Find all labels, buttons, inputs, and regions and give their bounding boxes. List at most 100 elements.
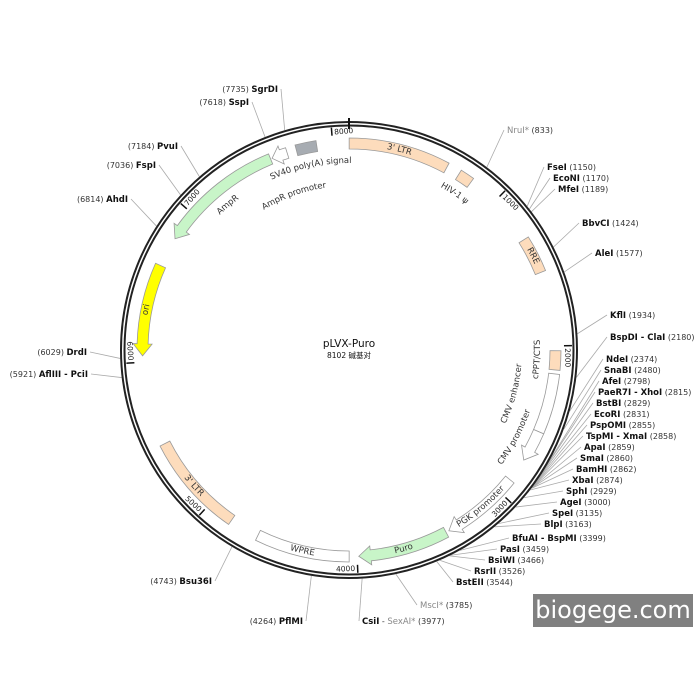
site-ndei[interactable]: NdeI (2374)	[606, 355, 657, 365]
site-smai[interactable]: SmaI (2860)	[580, 454, 633, 464]
site-position: (3399)	[577, 534, 606, 543]
site-leader-line	[90, 373, 122, 378]
feature-3-ltr[interactable]: 3' LTR	[143, 333, 339, 556]
feature-shape[interactable]	[294, 140, 319, 157]
site-name: BlpI	[544, 520, 563, 530]
site-rsrii[interactable]: RsrII (3526)	[474, 567, 525, 577]
site-name: PasI	[500, 545, 520, 555]
site-xbai[interactable]: XbaI (2874)	[572, 476, 623, 486]
site-name: AfeI	[602, 377, 621, 387]
site-bstbi[interactable]: BstBI (2829)	[596, 399, 650, 409]
feature-shape[interactable]	[521, 428, 545, 461]
feature-shape[interactable]	[132, 262, 167, 357]
site-econi[interactable]: EcoNI (1170)	[553, 174, 609, 184]
feature-shape[interactable]	[518, 236, 547, 276]
feature-shape[interactable]	[533, 372, 561, 435]
feature-shape[interactable]	[159, 440, 236, 526]
site-position: (2829)	[621, 399, 650, 408]
plasmid-name: pLVX-Puro	[323, 338, 375, 350]
site-pspomi[interactable]: PspOMI (2855)	[590, 421, 655, 431]
site-sphi[interactable]: SphI (2929)	[566, 487, 617, 497]
site-spei[interactable]: SpeI (3135)	[552, 509, 602, 519]
site-position: (2874)	[594, 476, 623, 485]
site-leader-line	[531, 457, 578, 489]
site-position: (4264)	[250, 617, 279, 626]
site-leader-line	[214, 546, 233, 582]
feature-cmv-promoter[interactable]: CMV promoter	[402, 291, 545, 531]
feature-shape[interactable]	[448, 475, 515, 534]
site-bamhi[interactable]: BamHI (2862)	[576, 465, 637, 475]
feature-shape[interactable]	[358, 526, 450, 566]
site-bsu36i[interactable]: (4743) Bsu36I	[150, 577, 212, 587]
site-ahdi[interactable]: (6814) AhdI	[77, 195, 128, 205]
site-leader-line	[530, 479, 570, 491]
tick-mark	[498, 190, 506, 198]
site-bfuai-bspmi[interactable]: BfuAI - BspMI (3399)	[512, 534, 606, 544]
site-msci[interactable]: MscI* (3785)	[420, 601, 472, 611]
site-leader-line	[130, 198, 157, 227]
feature-cppt-cts[interactable]: cPPT/CTS	[474, 221, 562, 492]
site-leader-line	[531, 188, 556, 212]
site-position: (2929)	[587, 487, 616, 496]
feature-shape[interactable]	[454, 169, 475, 188]
feature-cmv-enhancer[interactable]: CMV enhancer	[432, 262, 561, 499]
site-mfei[interactable]: MfeI (1189)	[558, 185, 608, 195]
site-bspdi-clai[interactable]: BspDI - ClaI (2180)	[610, 333, 695, 343]
site-position: (2480)	[632, 366, 661, 375]
feature-puro[interactable]: Puro	[244, 449, 530, 566]
site-fsei[interactable]: FseI (1150)	[547, 163, 596, 173]
site-bsiwi[interactable]: BsiWI (3466)	[488, 556, 544, 566]
site-position: (1577)	[613, 249, 642, 258]
feature-shape[interactable]	[254, 529, 350, 563]
site-drdi[interactable]: (6029) DrdI	[37, 348, 87, 358]
site-kfli[interactable]: KflI (1934)	[610, 311, 655, 321]
feature-ori[interactable]: ori	[132, 177, 237, 468]
plasmid-length: 8102 碱基对	[327, 350, 371, 360]
site-nrui[interactable]: NruI* (833)	[507, 126, 553, 136]
site-name: PaeR7I - XhoI	[598, 388, 662, 398]
feature-ampr[interactable]: AmpR	[161, 153, 369, 336]
site-bbvci[interactable]: BbvCI (1424)	[582, 219, 639, 229]
site-name: MscI*	[420, 601, 443, 611]
site-pvui[interactable]: (7184) PvuI	[128, 142, 178, 152]
feature-shape[interactable]	[348, 137, 450, 174]
feature-shape[interactable]	[548, 350, 562, 371]
site-leader-line	[395, 573, 418, 606]
site-position: (7036)	[107, 161, 136, 170]
feature-shape[interactable]	[271, 144, 290, 165]
site-pasi[interactable]: PasI (3459)	[500, 545, 549, 555]
site-csii[interactable]: CsiI - SexAI* (3977)	[362, 617, 445, 627]
site-position: (2374)	[628, 355, 657, 364]
site-bsteii[interactable]: BstEII (3544)	[456, 578, 513, 588]
feature-wpre[interactable]: WPRE	[172, 457, 461, 563]
site-position: (2858)	[647, 432, 676, 441]
site-agei[interactable]: AgeI (3000)	[560, 498, 611, 508]
site-afei[interactable]: AfeI (2798)	[602, 377, 650, 387]
feature-shape[interactable]	[173, 153, 274, 240]
site-name: BstBI	[596, 399, 621, 409]
watermark: biogege.com	[533, 594, 693, 627]
site-leader-line	[526, 166, 545, 207]
site-position: (7735)	[222, 85, 251, 94]
site-snabi[interactable]: SnaBI (2480)	[604, 366, 661, 376]
site-sgrdi[interactable]: (7735) SgrDI	[222, 85, 278, 95]
tick-label: 4000	[336, 564, 356, 574]
site-blpi[interactable]: BlpI (3163)	[544, 520, 592, 530]
site-leader-line	[534, 402, 594, 484]
site-apai[interactable]: ApaI (2859)	[584, 443, 635, 453]
site-leader-line	[449, 555, 486, 561]
site-pflmi[interactable]: (4264) PflMI	[250, 617, 303, 627]
site-alei[interactable]: AleI (1577)	[595, 249, 643, 259]
site-paer7i-xhoi[interactable]: PaeR7I - XhoI (2815)	[598, 388, 691, 398]
site-name: SphI	[566, 487, 587, 497]
site-position: (3466)	[515, 556, 544, 565]
site-name: FseI	[547, 163, 567, 173]
site-fspi[interactable]: (7036) FspI	[107, 161, 156, 171]
feature-3-ltr[interactable]: 3' LTR	[240, 137, 527, 247]
site-ecori[interactable]: EcoRI (2831)	[594, 410, 650, 420]
feature-pgk-promoter[interactable]: PGK promoter	[328, 365, 555, 557]
site-afliii-pcii[interactable]: (5921) AflIII - PciI	[10, 370, 88, 380]
site-tspmi-xmai[interactable]: TspMI - XmaI (2858)	[586, 432, 676, 442]
site-sspi[interactable]: (7618) SspI	[199, 98, 249, 108]
site-position: (3135)	[573, 509, 602, 518]
